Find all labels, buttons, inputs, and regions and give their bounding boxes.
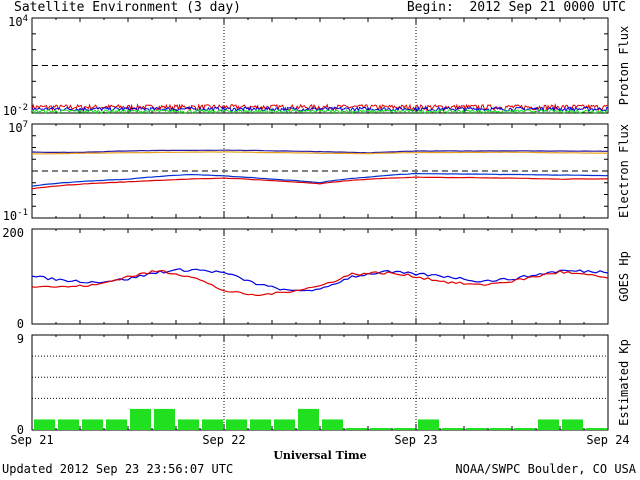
kp-bar — [34, 419, 55, 430]
credit-label: NOAA/SWPC Boulder, CO USA — [455, 462, 636, 476]
kp-bar — [274, 419, 295, 430]
kp-bar — [514, 428, 535, 430]
kp-bar — [346, 428, 367, 430]
y-tick-label: 9 — [17, 332, 24, 346]
kp-bar — [178, 419, 199, 430]
x-tick-label: Sep 23 — [394, 433, 437, 447]
kp-bar — [538, 419, 559, 430]
y-tick-label: 104 — [8, 14, 28, 29]
kp-bar — [322, 419, 343, 430]
kp-bar — [250, 419, 271, 430]
x-tick-label: Sep 24 — [586, 433, 629, 447]
kp-bar — [298, 408, 319, 430]
panel-frame — [31, 123, 609, 219]
kp-bar — [490, 428, 511, 430]
series-line-darkblue — [31, 172, 609, 187]
kp-bar — [130, 408, 151, 430]
kp-bar — [466, 428, 487, 430]
kp-bar — [58, 419, 79, 430]
updated-timestamp: Updated 2012 Sep 23 23:56:07 UTC — [2, 462, 234, 476]
x-tick-label: Sep 22 — [202, 433, 245, 447]
series-line-red — [31, 176, 608, 190]
y-tick-label: 0 — [17, 423, 24, 437]
begin-date: 2012 Sep 21 0000 UTC — [469, 0, 626, 15]
begin-label: Begin: 2012 Sep 21 0000 UTC — [407, 0, 626, 15]
y-tick-label: 10-1 — [3, 208, 28, 223]
x-tick-label: Sep 21 — [10, 433, 53, 447]
kp-bar — [226, 419, 247, 430]
y-axis-label: Estimated Kp — [617, 339, 631, 426]
y-tick-label: 10-2 — [3, 103, 28, 118]
kp-bar — [394, 428, 415, 430]
x-axis-title: Universal Time — [273, 449, 367, 462]
page-title: Satellite Environment (3 day) — [14, 0, 241, 15]
y-axis-label: GOES Hp — [617, 251, 631, 302]
begin-label-prefix: Begin: — [406, 0, 454, 15]
y-axis-label: Electron Flux — [617, 124, 631, 218]
series-line-blue — [31, 268, 609, 292]
kp-bar — [442, 428, 463, 430]
y-axis-label: Proton Flux — [617, 26, 631, 105]
kp-bar — [370, 428, 391, 430]
kp-bar — [418, 419, 439, 430]
y-tick-label: 107 — [8, 120, 28, 135]
panel-1: 104 10-2 Proton Flux — [3, 14, 631, 118]
kp-bar — [106, 419, 127, 430]
series-line-red — [31, 270, 609, 296]
series-line-blue — [31, 105, 609, 113]
series-line-navy — [31, 149, 608, 154]
kp-bar — [202, 419, 223, 430]
kp-bar — [82, 419, 103, 430]
panel-frame — [31, 334, 609, 431]
panel-2: 107 10-1 Electron Flux — [3, 120, 631, 223]
y-tick-label: 0 — [17, 317, 24, 331]
kp-bar — [562, 419, 583, 430]
kp-bar — [586, 428, 607, 430]
panel-4: 0 9 Estimated Kp — [17, 332, 631, 437]
series-line-green — [31, 108, 609, 115]
y-tick-label: 200 — [2, 226, 24, 240]
panel-3: 0 200 GOES Hp — [2, 226, 631, 331]
panel-frame — [31, 17, 609, 114]
series-line-orange — [31, 151, 609, 155]
kp-bar — [154, 408, 175, 430]
